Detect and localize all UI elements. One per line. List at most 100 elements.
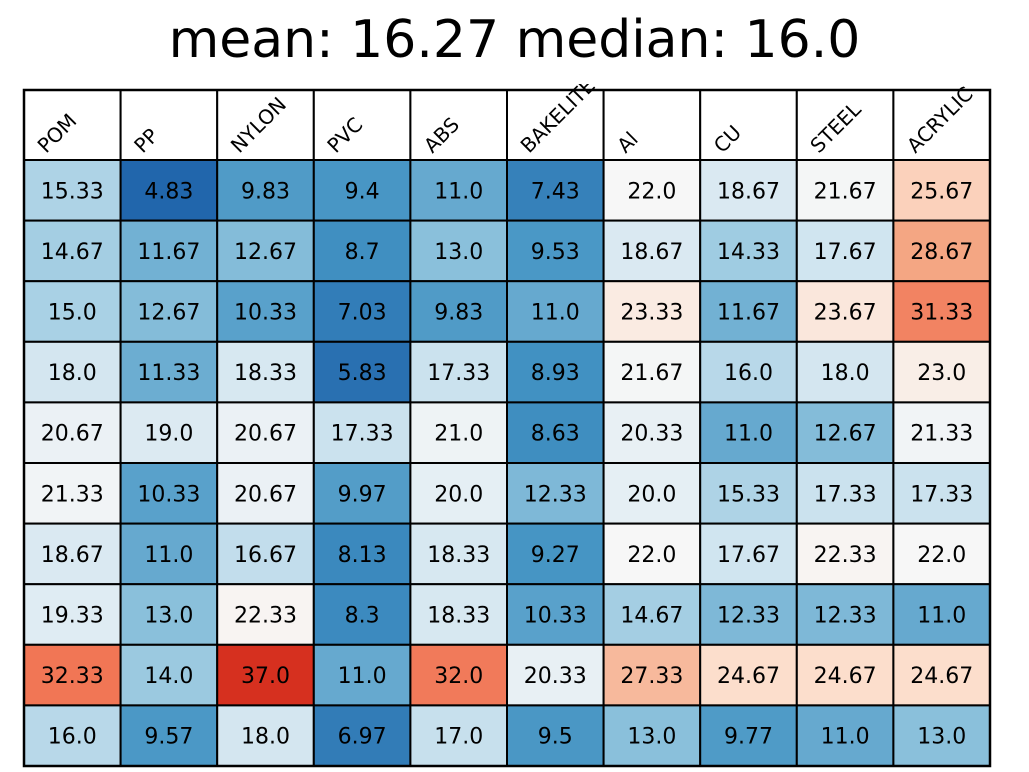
cell-value-label: 18.33 bbox=[427, 543, 490, 568]
heatmap-cell bbox=[795, 522, 895, 586]
cell-value-label: 18.0 bbox=[241, 725, 290, 750]
cell-value-label: 11.33 bbox=[137, 361, 200, 386]
heatmap-cell bbox=[506, 219, 605, 283]
cell-value-label: 15.33 bbox=[717, 482, 780, 507]
cell-value-label: 11.0 bbox=[724, 422, 773, 447]
heatmap-cell bbox=[312, 219, 412, 283]
cell-value-label: 24.67 bbox=[717, 664, 780, 689]
cell-value-label: 22.0 bbox=[627, 179, 676, 204]
cell-value-label: 31.33 bbox=[910, 301, 973, 326]
cell-value-label: 13.0 bbox=[144, 604, 193, 629]
heatmap-cell bbox=[23, 583, 122, 646]
heatmap-cell bbox=[216, 583, 315, 646]
heatmap-cell bbox=[602, 401, 702, 464]
cell-value-label: 22.0 bbox=[627, 543, 676, 568]
column-header-cell bbox=[119, 89, 219, 161]
heatmap-cell bbox=[409, 522, 508, 586]
cell-value-label: 11.0 bbox=[917, 604, 966, 629]
heatmap-cell bbox=[23, 522, 122, 586]
cell-value-label: 8.7 bbox=[345, 240, 380, 265]
cell-value-label: 20.67 bbox=[234, 422, 297, 447]
cell-value-label: 32.33 bbox=[41, 664, 104, 689]
chart-title: mean: 16.27 median: 16.0 bbox=[168, 10, 861, 70]
cell-value-label: 8.3 bbox=[345, 604, 380, 629]
cell-value-label: 27.33 bbox=[620, 664, 683, 689]
column-header-cell bbox=[23, 89, 122, 161]
heatmap-cell bbox=[602, 462, 702, 525]
cell-value-label: 32.0 bbox=[434, 664, 483, 689]
heatmap-cell bbox=[119, 583, 219, 646]
cell-value-label: 24.67 bbox=[910, 664, 973, 689]
cell-value-label: 23.67 bbox=[814, 301, 877, 326]
cell-value-label: 21.67 bbox=[814, 179, 877, 204]
cell-value-label: 10.33 bbox=[137, 482, 200, 507]
cell-value-label: 19.0 bbox=[144, 422, 193, 447]
heatmap-cell bbox=[312, 280, 412, 343]
heatmap-cell bbox=[795, 643, 895, 707]
cell-value-label: 18.0 bbox=[48, 361, 97, 386]
cell-value-label: 9.5 bbox=[538, 725, 573, 750]
column-header-cell bbox=[602, 89, 702, 161]
cell-value-label: 21.0 bbox=[434, 422, 483, 447]
cell-value-label: 5.83 bbox=[338, 361, 387, 386]
heatmap-cell bbox=[506, 340, 605, 404]
heatmap-cell bbox=[506, 704, 605, 768]
heatmap-cell bbox=[23, 219, 122, 283]
cell-value-label: 13.0 bbox=[627, 725, 676, 750]
heatmap-cell bbox=[23, 704, 122, 768]
heatmap-cell bbox=[892, 583, 992, 646]
heatmap-cell bbox=[119, 401, 219, 464]
heatmap-cell bbox=[312, 704, 412, 768]
cell-value-label: 7.03 bbox=[338, 301, 387, 326]
heatmap-cell bbox=[506, 522, 605, 586]
cell-value-label: 18.0 bbox=[821, 361, 870, 386]
heatmap-cell bbox=[216, 643, 315, 707]
heatmap-cell bbox=[312, 401, 412, 464]
heatmap-cell bbox=[119, 462, 219, 525]
cell-value-label: 12.33 bbox=[524, 482, 587, 507]
cell-value-label: 17.33 bbox=[427, 361, 490, 386]
heatmap-cell bbox=[409, 462, 508, 525]
cell-value-label: 6.97 bbox=[338, 725, 387, 750]
cell-value-label: 14.67 bbox=[41, 240, 104, 265]
cell-value-label: 9.53 bbox=[531, 240, 580, 265]
cell-value-label: 17.0 bbox=[434, 725, 483, 750]
heatmap-cell bbox=[602, 159, 702, 222]
cell-value-label: 23.0 bbox=[917, 361, 966, 386]
heatmap-cell bbox=[216, 462, 315, 525]
cell-value-label: 9.57 bbox=[144, 725, 193, 750]
cell-value-label: 17.67 bbox=[717, 543, 780, 568]
cell-value-label: 12.33 bbox=[717, 604, 780, 629]
cell-value-label: 20.67 bbox=[41, 422, 104, 447]
heatmap-cell bbox=[409, 643, 508, 707]
cell-value-label: 11.0 bbox=[531, 301, 580, 326]
heatmap-cell bbox=[602, 219, 702, 283]
cell-value-label: 17.33 bbox=[814, 482, 877, 507]
cell-value-label: 9.83 bbox=[434, 301, 483, 326]
cell-value-label: 23.33 bbox=[620, 301, 683, 326]
cell-value-label: 14.0 bbox=[144, 664, 193, 689]
heatmap-cell bbox=[795, 340, 895, 404]
heatmap-cell bbox=[216, 159, 315, 222]
cell-value-label: 12.67 bbox=[137, 301, 200, 326]
heatmap-cell bbox=[312, 583, 412, 646]
heatmap-cell bbox=[312, 340, 412, 404]
heatmap-cell bbox=[216, 401, 315, 464]
cell-value-label: 28.67 bbox=[910, 240, 973, 265]
column-header-cell bbox=[699, 89, 798, 161]
cell-value-label: 20.0 bbox=[434, 482, 483, 507]
cell-value-label: 11.67 bbox=[717, 301, 780, 326]
heatmap-cell bbox=[23, 401, 122, 464]
cell-value-label: 20.33 bbox=[524, 664, 587, 689]
cell-value-label: 22.33 bbox=[814, 543, 877, 568]
cell-value-label: 24.67 bbox=[814, 664, 877, 689]
heatmap-cell bbox=[699, 401, 798, 464]
heatmap-cell bbox=[892, 340, 992, 404]
heatmap-cell bbox=[216, 280, 315, 343]
cell-value-label: 16.0 bbox=[724, 361, 773, 386]
heatmap-cell bbox=[795, 583, 895, 646]
heatmap-cell bbox=[699, 462, 798, 525]
heatmap-cell bbox=[506, 643, 605, 707]
cell-value-label: 14.67 bbox=[620, 604, 683, 629]
